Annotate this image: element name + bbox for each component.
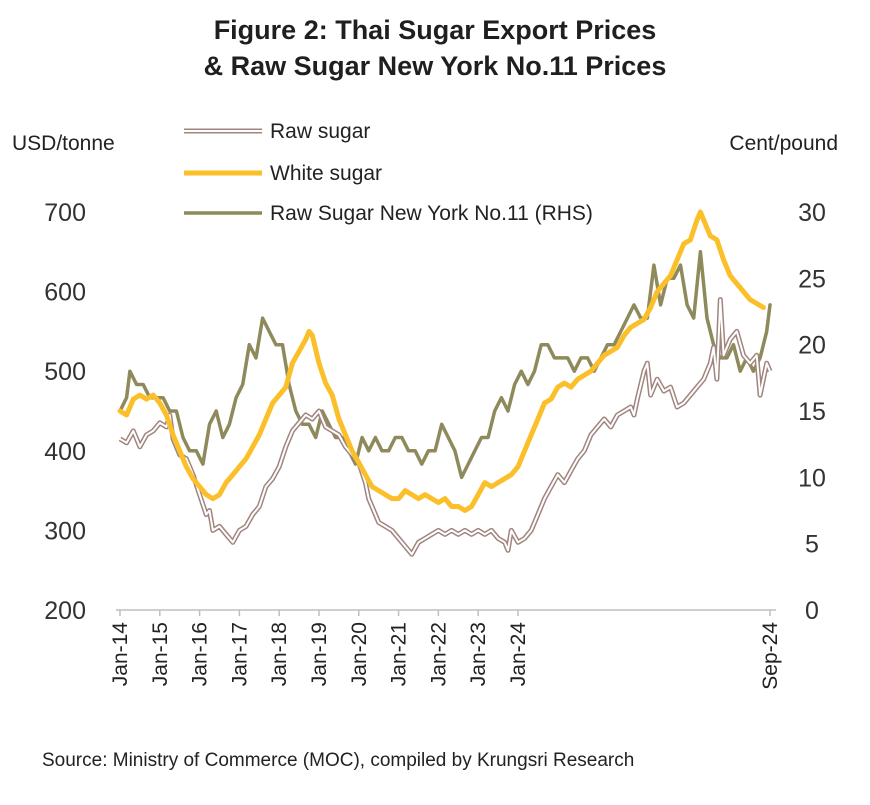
x-tick-Jan-18: Jan-18 [268, 622, 291, 686]
y-axis-left-title: USD/tonne [12, 132, 115, 155]
x-tick-Jan-17: Jan-17 [228, 622, 251, 686]
y-left-tick-200: 200 [44, 597, 86, 625]
y-left-tick-300: 300 [44, 517, 86, 545]
x-tick-Jan-21: Jan-21 [388, 622, 411, 686]
y-axis-right-title: Cent/pound [729, 132, 838, 155]
y-right-tick-10: 10 [798, 464, 826, 492]
y-right-tick-0: 0 [805, 597, 819, 625]
legend-label-raw-sugar-new-york-no-11-rhs: Raw Sugar New York No.11 (RHS) [270, 202, 593, 225]
series-line-white-sugar [117, 209, 766, 513]
y-axis-right-ticks: 0 5 10 15 20 25 30 [798, 199, 826, 625]
y-left-tick-500: 500 [44, 358, 86, 386]
x-tick-Jan-15: Jan-15 [149, 622, 172, 686]
legend: Raw sugar White sugar Raw Sugar New York N… [184, 120, 593, 225]
x-tick-Jan-22: Jan-22 [427, 622, 450, 686]
series-lines [117, 209, 773, 557]
x-tick-Jan-16: Jan-16 [189, 622, 212, 686]
y-axis-left-ticks: 200 300 400 500 600 700 [44, 199, 86, 625]
y-left-tick-400: 400 [44, 438, 86, 466]
y-left-tick-600: 600 [44, 279, 86, 307]
chart-title-line1: Figure 2: Thai Sugar Export Prices [213, 15, 657, 45]
y-right-tick-30: 30 [798, 199, 826, 227]
x-tick-Jan-23: Jan-23 [467, 622, 490, 686]
y-left-tick-700: 700 [44, 199, 86, 227]
y-right-tick-5: 5 [805, 531, 819, 559]
x-tick-Jan-24: Jan-24 [507, 622, 530, 687]
y-right-tick-20: 20 [798, 332, 826, 360]
legend-label-raw-sugar: Raw sugar [270, 120, 370, 143]
series-line-raw-sugar-new-york-no-11-rhs [118, 250, 772, 480]
x-tick-Sep-24: Sep-24 [759, 622, 782, 690]
x-tick-Jan-19: Jan-19 [308, 622, 331, 686]
source-note: Source: Ministry of Commerce (MOC), comp… [42, 750, 635, 771]
y-right-tick-25: 25 [798, 265, 826, 293]
x-tick-Jan-20: Jan-20 [348, 622, 371, 686]
chart-title-line2: & Raw Sugar New York No.11 Prices [203, 51, 667, 81]
y-right-tick-15: 15 [798, 398, 826, 426]
series-line-inner-raw-sugar [119, 298, 771, 556]
series-line-raw-sugar [118, 297, 773, 557]
legend-label-white-sugar: White sugar [270, 162, 382, 185]
x-tick-Jan-14: Jan-14 [109, 622, 132, 687]
chart-title: Figure 2: Thai Sugar Export Prices & Raw… [0, 12, 870, 84]
x-axis-ticks: Jan-14 Jan-15 Jan-16 Jan-17 Jan-18 Jan-19 Jan-… [109, 610, 782, 690]
